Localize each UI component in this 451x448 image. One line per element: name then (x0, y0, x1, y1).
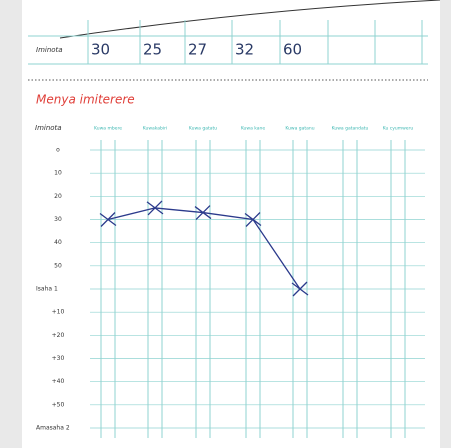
column-header: Ku cyumweru (383, 126, 414, 132)
column-header: Kuwakabiri (143, 126, 168, 132)
y-tick-label: 50 (54, 262, 62, 269)
column-header: Kuwa kane (241, 126, 266, 132)
table-value: 60 (283, 41, 302, 59)
y-tick-label: +30 (52, 355, 65, 362)
y-tick-label: +20 (52, 332, 65, 339)
y-tick-label: 40 (54, 239, 62, 246)
column-header: Kuwa gatandatu (332, 126, 369, 132)
y-tick-label: +10 (52, 309, 65, 316)
y-tick-label: Isaha 1 (36, 286, 58, 293)
y-tick-label: +50 (52, 401, 65, 408)
paper (22, 0, 440, 448)
column-header: Kuwa gatanu (285, 126, 314, 132)
y-tick-label: 10 (54, 170, 62, 177)
table-value: 25 (143, 41, 162, 59)
column-header: Kuwa mbere (94, 126, 122, 132)
y-axis-label: Iminota (35, 124, 62, 132)
y-tick-label: 20 (54, 193, 62, 200)
y-tick-label: +40 (52, 378, 65, 385)
page: Menya imiterere Iminota Iminota 30 25 27 32… (0, 0, 451, 448)
y-tick-label: o (56, 147, 60, 154)
table-row-label: Iminota (36, 46, 63, 54)
column-header: Kuwa gatatu (189, 126, 217, 132)
table-value: 32 (235, 41, 254, 59)
table-value: 30 (91, 41, 110, 59)
y-tick-label: 30 (54, 216, 62, 223)
table-value: 27 (188, 41, 207, 59)
section-title: Menya imiterere (36, 93, 135, 107)
y-tick-label: Amasaha 2 (36, 425, 70, 432)
